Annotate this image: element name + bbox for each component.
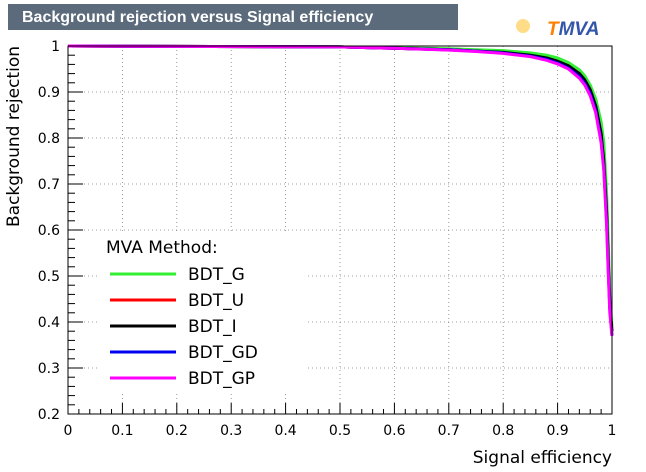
legend-label-bdt-g: BDT_G [188, 265, 245, 285]
y-tick-label: 0.6 [38, 223, 60, 239]
y-tick-label: 0.8 [38, 131, 60, 147]
legend-label-bdt-gp: BDT_GP [188, 369, 255, 389]
x-tick-label: 0.2 [166, 423, 188, 439]
grid [68, 46, 612, 414]
y-tick-label: 0.7 [38, 177, 60, 193]
series-line-bdt-gp [67, 44, 614, 336]
x-tick-label: 0.3 [220, 423, 242, 439]
logo-text: TMVA [547, 19, 599, 40]
legend-label-bdt-i: BDT_I [188, 317, 237, 337]
y-tick-label: 0.3 [38, 361, 60, 377]
legend: MVA Method: BDT_G BDT_U BDT_I BDT_GD BDT_GP [98, 232, 308, 392]
y-axis-label: Background rejection [4, 46, 24, 227]
chart-title: Background rejection versus Signal effic… [22, 9, 373, 26]
x-tick-label: 0.8 [492, 423, 514, 439]
legend-label-bdt-u: BDT_U [188, 291, 244, 311]
axis-ticks [67, 45, 613, 415]
title-box [8, 4, 458, 30]
x-tick-label: 0.4 [274, 423, 296, 439]
y-tick-label: 1 [51, 39, 60, 55]
x-tick-label: 0.6 [383, 423, 405, 439]
x-tick-label: 0.9 [546, 423, 568, 439]
x-tick-label: 0 [64, 423, 73, 439]
legend-title: MVA Method: [106, 238, 218, 258]
y-tick-label: 0.4 [38, 315, 60, 331]
series-group [67, 44, 614, 336]
x-tick-label: 0.1 [111, 423, 133, 439]
tick-labels: 0 0.1 0.2 0.3 0.4 0.5 0.6 0.7 0.8 0.9 1 0.2 0.3 0.4 0.… [38, 39, 617, 439]
y-tick-label: 0.9 [38, 85, 60, 101]
y-tick-label: 0.5 [38, 269, 60, 285]
y-tick-label: 0.2 [38, 407, 60, 423]
tmva-logo: TMVA [510, 14, 610, 40]
logo-glow-icon [516, 19, 530, 33]
legend-label-bdt-gd: BDT_GD [188, 343, 258, 363]
x-tick-label: 0.7 [438, 423, 460, 439]
x-axis-label: Signal efficiency [473, 448, 612, 468]
x-tick-label: 0.5 [329, 423, 351, 439]
legend-box [98, 232, 308, 392]
x-tick-label: 1 [608, 423, 617, 439]
